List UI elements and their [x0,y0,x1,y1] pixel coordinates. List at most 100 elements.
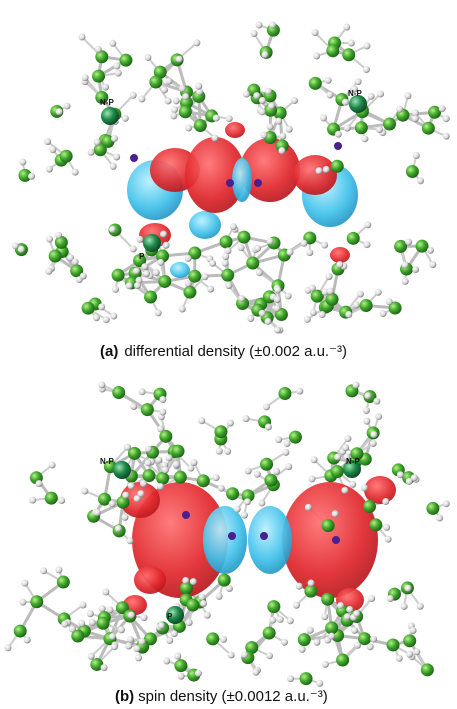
hydrogen-atom [226,585,233,592]
hydrogen-atom [185,280,192,287]
carbon-atom [141,403,154,416]
hydrogen-atom [342,99,349,106]
hydrogen-atom [301,240,308,247]
hydrogen-atom [193,39,200,46]
hydrogen-atom [36,480,43,487]
panel-b [5,382,450,687]
hydrogen-atom [191,459,198,466]
phosphorus-atom [143,234,161,252]
hydrogen-atom [55,566,62,573]
hydrogen-atom [348,40,355,47]
hydrogen-atom [128,482,135,489]
hydrogen-atom [343,24,350,31]
hydrogen-atom [293,602,300,609]
hydrogen-atom [140,614,147,621]
hydrogen-atom [285,463,292,470]
hydrogen-atom [109,500,116,507]
hydrogen-atom [170,112,177,119]
metal-atom [334,142,342,150]
hydrogen-atom [335,131,342,138]
hydrogen-atom [18,246,25,253]
hydrogen-atom [238,244,245,251]
hydrogen-atom [159,396,166,403]
density-lobe [330,247,350,263]
hydrogen-atom [135,654,142,661]
hydrogen-atom [349,481,356,488]
hydrogen-atom [113,153,120,160]
carbon-atom [174,471,187,484]
hydrogen-atom [163,242,170,249]
hydrogen-atom [209,260,216,267]
hydrogen-atom [49,461,56,468]
hydrogen-atom [277,616,284,623]
carbon-atom [422,122,435,135]
hydrogen-atom [368,93,375,100]
density-lobe [232,158,252,202]
hydrogen-atom [99,605,106,612]
hydrogen-atom [195,670,202,677]
carbon-atom [186,598,199,611]
hydrogen-atom [140,480,147,487]
hydrogen-atom [267,123,274,130]
hydrogen-atom [351,627,358,634]
carbon-atom [112,269,125,282]
density-lobe [282,482,378,598]
hydrogen-atom [281,639,288,646]
hydrogen-atom [138,95,145,102]
carbon-atom [14,625,27,638]
carbon-atom [321,593,334,606]
carbon-atom [263,627,276,640]
hydrogen-atom [305,504,312,511]
hydrogen-atom [238,295,245,302]
hydrogen-atom [230,223,237,230]
hydrogen-atom [222,260,229,267]
hydrogen-atom [89,619,96,626]
hydrogen-atom [396,655,403,662]
carbon-atom [60,150,73,163]
hydrogen-atom [127,636,134,643]
hydrogen-atom [256,22,263,29]
hydrogen-atom [308,475,315,482]
hydrogen-atom [182,93,189,100]
hydrogen-atom [134,282,141,289]
hydrogen-atom [166,454,173,461]
hydrogen-atom [320,115,327,122]
hydrogen-atom [157,259,164,266]
hydrogen-atom [44,138,51,145]
hydrogen-atom [370,636,377,643]
hydrogen-atom [80,273,87,280]
hydrogen-atom [95,46,102,53]
hydrogen-atom [211,135,218,142]
hydrogen-atom [222,253,229,260]
hydrogen-atom [406,651,413,658]
hydrogen-atom [411,474,418,481]
carbon-atom [331,160,344,173]
hydrogen-atom [72,258,79,265]
hydrogen-atom [296,583,303,590]
hydrogen-atom [275,436,282,443]
hydrogen-atom [291,97,298,104]
hydrogen-atom [307,627,314,634]
hydrogen-atom [122,492,129,499]
hydrogen-atom [402,262,409,269]
carbon-atom [194,119,207,132]
carbon-atom [237,231,250,244]
hydrogen-atom [103,316,110,323]
hydrogen-atom [110,313,117,320]
hydrogen-atom [401,603,408,610]
hydrogen-atom [24,636,31,643]
hydrogen-atom [405,585,412,592]
hydrogen-atom [285,292,292,299]
hydrogen-atom [263,403,270,410]
hydrogen-atom [58,497,65,504]
hydrogen-atom [253,92,260,99]
hydrogen-atom [130,403,137,410]
hydrogen-atom [251,30,258,37]
caption-text: spin density (±0.0012 a.u.⁻³) [138,688,328,705]
density-lobe [364,476,396,504]
metal-atom [228,532,236,540]
hydrogen-atom [413,152,420,159]
hydrogen-atom [387,595,394,602]
hydrogen-atom [427,247,434,254]
hydrogen-atom [29,497,36,504]
